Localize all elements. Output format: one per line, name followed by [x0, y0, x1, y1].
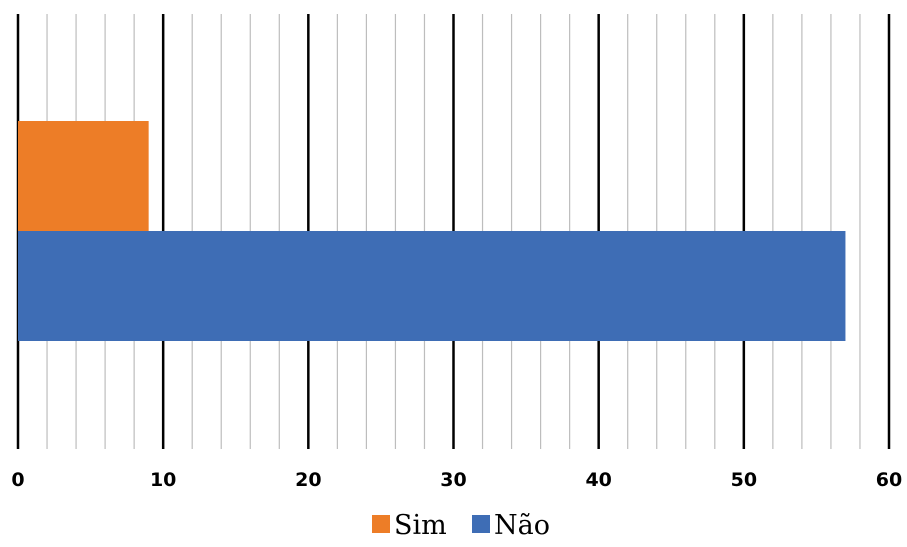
bars — [18, 121, 846, 341]
legend-label: Não — [494, 510, 550, 541]
legend: Sim Não — [372, 510, 550, 541]
legend-swatch — [372, 515, 390, 533]
x-axis-tick-labels: 0 10 20 30 40 50 60 — [11, 469, 902, 491]
x-tick-label: 40 — [585, 469, 611, 491]
bar-n-o — [18, 231, 846, 341]
x-tick-label: 60 — [876, 469, 902, 491]
x-tick-label: 10 — [150, 469, 176, 491]
legend-swatch — [472, 515, 490, 533]
x-tick-label: 20 — [295, 469, 321, 491]
x-tick-label: 0 — [11, 469, 24, 491]
x-tick-label: 50 — [731, 469, 757, 491]
x-tick-label: 30 — [440, 469, 466, 491]
bar-sim — [18, 121, 149, 231]
legend-label: Sim — [394, 510, 447, 541]
